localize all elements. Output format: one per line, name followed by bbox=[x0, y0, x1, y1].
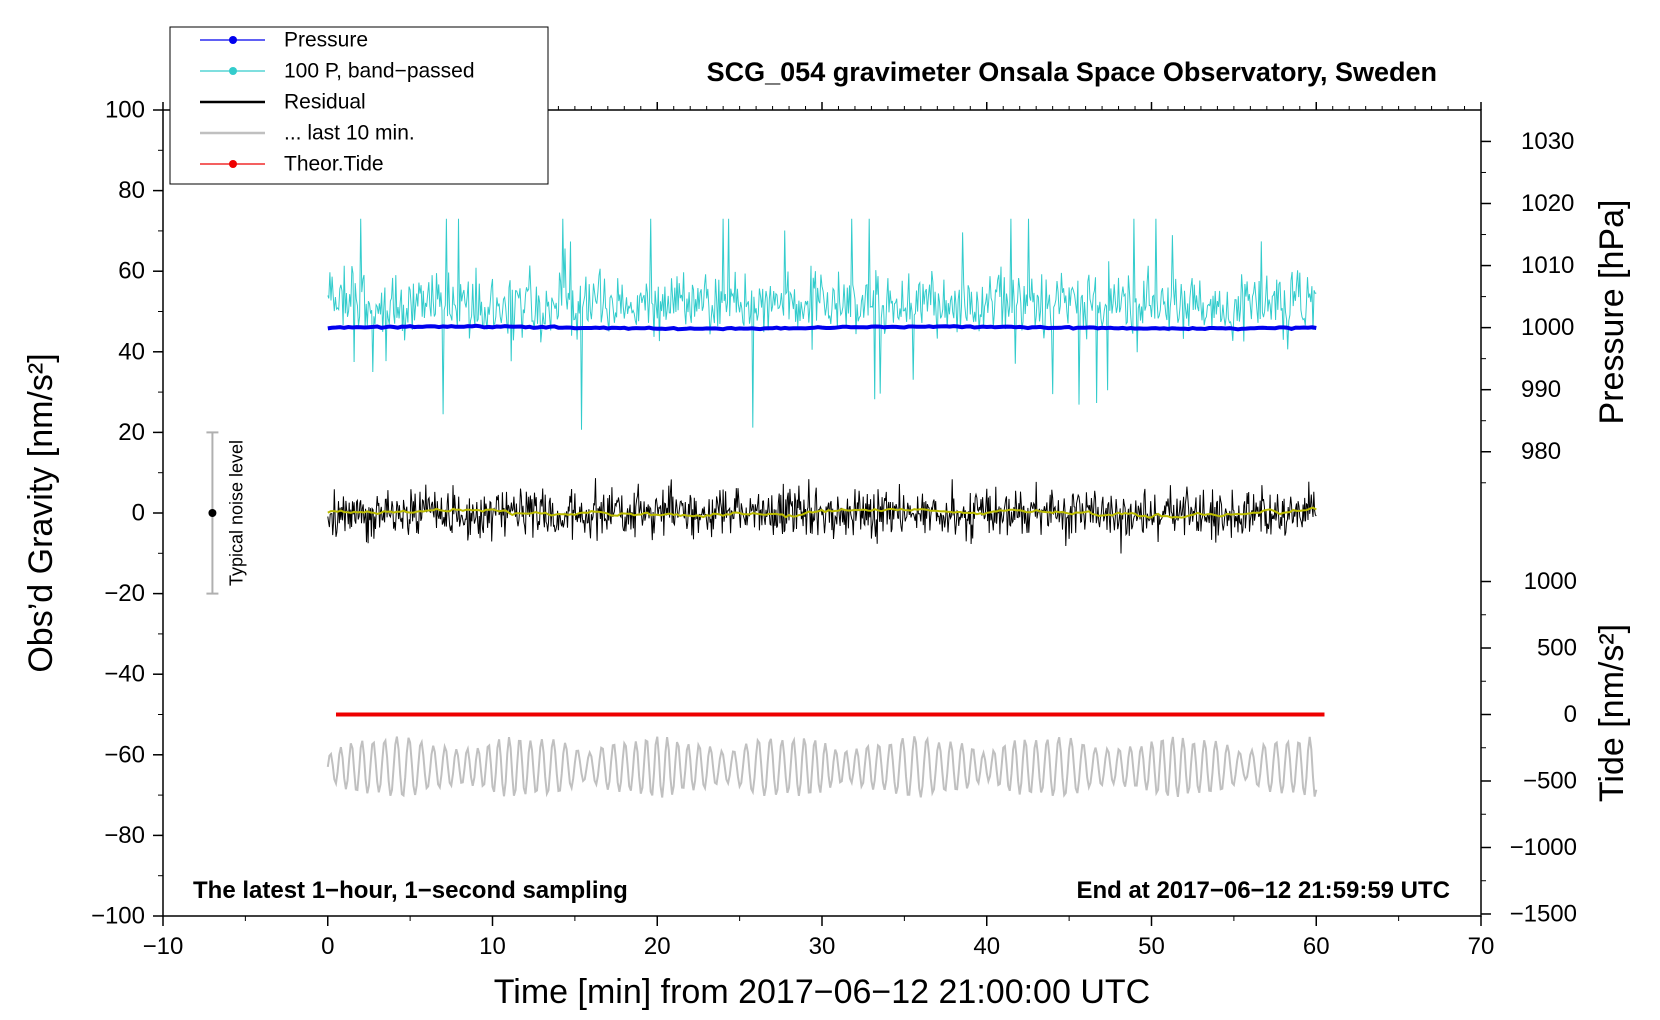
pressure-tick-label: 980 bbox=[1521, 438, 1561, 465]
y-axis-title-tide: Tide [nm/s²] bbox=[1593, 624, 1631, 802]
x-tick-label: 10 bbox=[479, 933, 506, 960]
pressure-tick-label: 1010 bbox=[1521, 252, 1574, 279]
tide-tick-label: −500 bbox=[1523, 767, 1577, 794]
y-tick-label: 80 bbox=[118, 177, 145, 204]
x-tick-label: −10 bbox=[143, 933, 184, 960]
legend-marker bbox=[229, 160, 237, 168]
y-tick-label: −80 bbox=[104, 822, 145, 849]
legend-label: Theor.Tide bbox=[284, 153, 384, 176]
legend-box bbox=[169, 26, 549, 185]
legend-marker bbox=[229, 67, 237, 75]
series-band-passed-pressure bbox=[327, 218, 1317, 430]
y-tick-label: 100 bbox=[105, 97, 145, 124]
traces-group bbox=[326, 218, 1325, 798]
noise-label: Typical noise level bbox=[226, 440, 246, 586]
annotation-end-time: End at 2017−06−12 21:59:59 UTC bbox=[1076, 877, 1450, 904]
noise-level-indicator: Typical noise level bbox=[206, 431, 246, 595]
y-tick-label: −100 bbox=[91, 903, 145, 930]
legend-label: ... last 10 min. bbox=[284, 122, 415, 145]
legend-items: Pressure 100 P, band−passed Residual ... la… bbox=[200, 29, 475, 176]
y-tick-label: −60 bbox=[104, 741, 145, 768]
pressure-tick-label: 1030 bbox=[1521, 128, 1574, 155]
y-tick-label: 60 bbox=[118, 258, 145, 285]
y-axis-title-gravity: Obs’d Gravity [nm/s²] bbox=[22, 353, 60, 672]
pressure-tick-label: 1020 bbox=[1521, 190, 1574, 217]
x-axis-title: Time [min] from 2017−06−12 21:00:00 UTC bbox=[494, 973, 1150, 1011]
tide-tick-label: −1000 bbox=[1510, 834, 1577, 861]
chart-title: SCG_054 gravimeter Onsala Space Observat… bbox=[707, 57, 1437, 87]
pressure-tick-label: 1000 bbox=[1521, 314, 1574, 341]
x-tick-label: 60 bbox=[1303, 933, 1330, 960]
y-tick-label: 0 bbox=[132, 500, 145, 527]
y-tick-label: −20 bbox=[104, 580, 145, 607]
x-tick-label: 30 bbox=[809, 933, 836, 960]
legend-label: 100 P, band−passed bbox=[284, 60, 475, 83]
tide-tick-label: 500 bbox=[1537, 635, 1577, 662]
x-tick-label: 0 bbox=[321, 933, 334, 960]
series-residual-smoothed bbox=[327, 506, 1317, 519]
tide-tick-label: 1000 bbox=[1524, 568, 1577, 595]
legend-label: Residual bbox=[284, 91, 366, 114]
axes-group: −10 0 10 20 30 40 50 60 70100806040200−20−40−60−… bbox=[91, 97, 1577, 961]
noise-dot bbox=[208, 509, 217, 517]
x-tick-label: 40 bbox=[973, 933, 1000, 960]
legend-label: Pressure bbox=[284, 29, 368, 52]
y-axis-title-pressure: Pressure [hPa] bbox=[1593, 200, 1631, 425]
y-tick-label: 40 bbox=[118, 338, 145, 365]
x-tick-label: 50 bbox=[1138, 933, 1165, 960]
series-pressure bbox=[327, 323, 1317, 332]
y-tick-label: −40 bbox=[104, 661, 145, 688]
x-tick-label: 20 bbox=[644, 933, 671, 960]
legend: Pressure 100 P, band−passed Residual ... la… bbox=[169, 26, 549, 185]
x-tick-label: 70 bbox=[1468, 933, 1495, 960]
tide-tick-label: −1500 bbox=[1510, 900, 1577, 927]
pressure-tick-label: 990 bbox=[1521, 376, 1561, 403]
tide-tick-label: 0 bbox=[1564, 701, 1577, 728]
y-tick-label: 20 bbox=[118, 419, 145, 446]
series-last-10-min bbox=[326, 736, 1318, 798]
legend-marker bbox=[229, 36, 237, 44]
annotation-sampling: The latest 1−hour, 1−second sampling bbox=[193, 877, 628, 904]
